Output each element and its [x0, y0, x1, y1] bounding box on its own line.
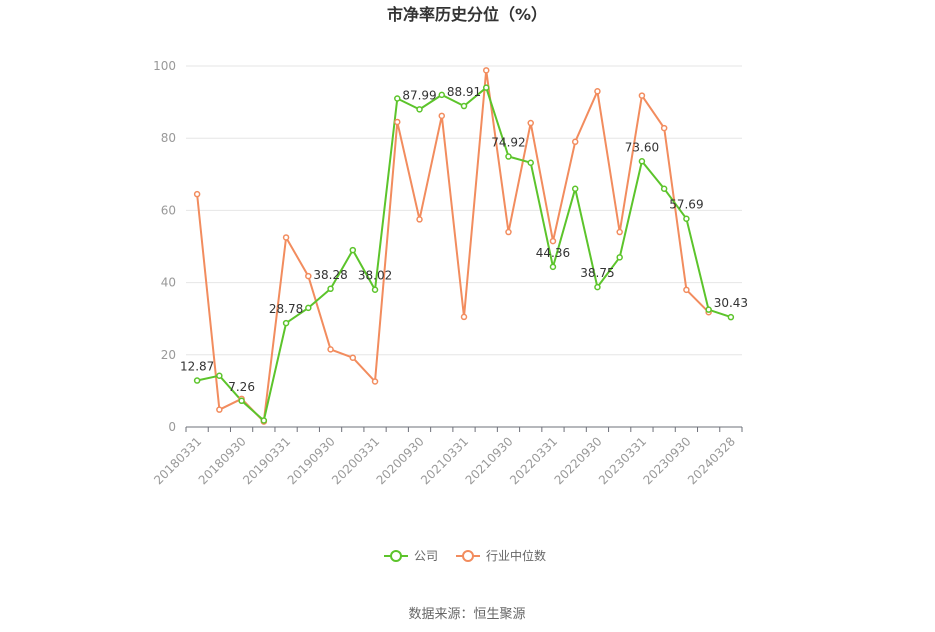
data-label: 38.28 [313, 268, 347, 282]
point-series-1 [505, 228, 512, 236]
series-line-0 [196, 86, 732, 422]
data-label: 38.02 [358, 269, 392, 283]
point-series-1 [438, 112, 446, 120]
legend-marker-1 [462, 550, 474, 562]
point-series-1 [349, 354, 357, 361]
point-series-1 [394, 118, 401, 126]
data-label: 88.91 [447, 85, 481, 99]
source-note: 数据来源：恒生聚源 [408, 607, 525, 622]
point-series-1 [660, 124, 668, 132]
data-label: 73.60 [625, 140, 659, 154]
point-series-1 [193, 190, 201, 198]
series-lines [196, 69, 732, 423]
point-series-1 [216, 406, 223, 413]
y-tick-label: 100 [153, 59, 176, 73]
point-series-0 [727, 313, 735, 321]
point-series-0 [327, 285, 334, 293]
point-series-1 [571, 138, 579, 146]
x-axis: 2018033120180930201903312019093020200331… [151, 426, 743, 487]
point-series-1 [305, 272, 312, 280]
y-tick-label: 40 [161, 276, 176, 290]
legend-marker-0 [390, 550, 402, 562]
data-labels: 12.87 7.26 28.78 38.28 38.02 87.99 88.91 74.92 4… [180, 85, 748, 394]
x-tick-label: 20240328 [685, 434, 738, 487]
point-series-0 [394, 95, 401, 102]
point-series-0 [305, 304, 312, 312]
data-label: 74.92 [491, 136, 525, 150]
data-label: 12.87 [180, 360, 214, 374]
data-label: 57.69 [669, 198, 703, 212]
point-series-0 [282, 319, 290, 327]
series-points [193, 67, 735, 425]
point-series-1 [527, 119, 534, 127]
point-series-0 [571, 185, 579, 192]
grid [186, 65, 742, 356]
series-line-1 [196, 69, 710, 423]
point-series-1 [282, 234, 290, 241]
legend-label-1: 行业中位数 [486, 548, 546, 563]
point-series-1 [549, 237, 557, 245]
point-series-0 [216, 372, 223, 379]
point-series-0 [238, 397, 245, 405]
data-label: 38.75 [580, 266, 614, 280]
point-series-0 [705, 306, 712, 313]
point-series-0 [371, 286, 379, 293]
data-label: 28.78 [269, 302, 303, 316]
legend[interactable]: 公司 行业中位数 [384, 548, 546, 563]
legend-label-0: 公司 [414, 549, 438, 563]
point-series-1 [482, 67, 490, 74]
point-series-1 [638, 92, 646, 99]
point-series-0 [438, 91, 446, 99]
chart-title: 市净率历史分位（%） [387, 5, 547, 24]
point-series-0 [416, 106, 423, 113]
y-tick-label: 80 [161, 131, 176, 145]
point-series-1 [616, 228, 623, 236]
point-series-0 [505, 153, 512, 160]
point-series-0 [460, 102, 468, 110]
point-series-0 [482, 84, 490, 91]
y-tick-label: 60 [161, 203, 176, 217]
point-series-0 [260, 417, 268, 424]
y-tick-label: 0 [168, 420, 176, 434]
point-series-0 [549, 263, 557, 271]
point-series-1 [371, 378, 379, 385]
point-series-1 [416, 216, 423, 223]
point-series-0 [683, 215, 690, 222]
point-series-1 [683, 286, 690, 294]
point-series-0 [349, 246, 357, 254]
data-label: 87.99 [402, 88, 436, 102]
data-label: 7.26 [228, 380, 255, 394]
data-label: 30.43 [714, 296, 748, 310]
point-series-0 [638, 158, 646, 165]
data-label: 44.36 [536, 246, 570, 260]
point-series-1 [327, 346, 334, 353]
point-series-0 [660, 185, 668, 192]
point-series-0 [193, 377, 201, 384]
point-series-0 [594, 283, 601, 291]
point-series-1 [460, 313, 468, 321]
point-series-0 [616, 254, 623, 261]
point-series-0 [527, 159, 534, 166]
point-series-1 [594, 88, 601, 95]
y-tick-label: 20 [161, 348, 176, 362]
y-axis: 0 20 40 60 80 100 [153, 59, 176, 434]
